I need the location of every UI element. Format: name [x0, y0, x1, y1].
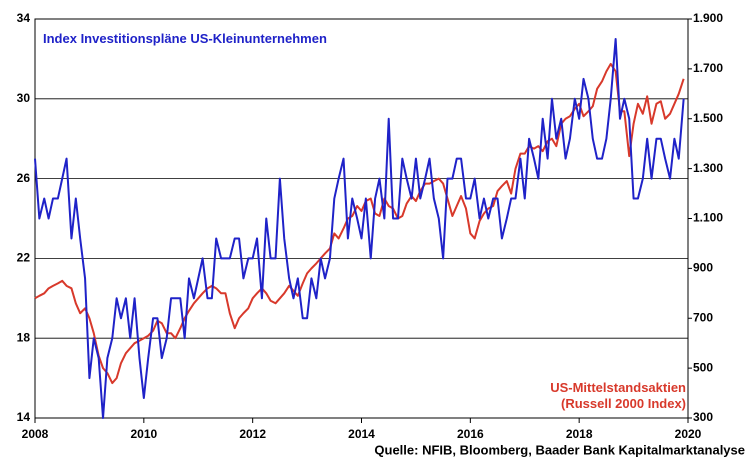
y2-tick-label: 300 — [693, 410, 713, 424]
y2-tick-label: 900 — [693, 261, 713, 275]
data-line — [34, 37, 685, 419]
plot-frame — [34, 18, 689, 419]
x-tick-label: 2016 — [457, 427, 484, 441]
y2-tick-label: 1.300 — [693, 161, 723, 175]
source-note: Quelle: NFIB, Bloomberg, Baader Bank Kap… — [374, 442, 745, 457]
y2-tick-label: 700 — [693, 310, 713, 324]
y-tick-label: 18 — [17, 330, 31, 344]
data-line — [34, 62, 685, 385]
y2-tick-label: 1.900 — [693, 11, 723, 25]
y-tick-label: 30 — [17, 91, 31, 105]
y2-tick-label: 1.700 — [693, 61, 723, 75]
x-tick-label: 2008 — [22, 427, 49, 441]
x-tick-label: 2020 — [675, 427, 702, 441]
y2-tick-label: 500 — [693, 360, 713, 374]
y-tick-label: 34 — [17, 11, 31, 25]
y2-tick-label: 1.100 — [693, 211, 723, 225]
x-tick-label: 2014 — [348, 427, 375, 441]
x-tick-label: 2012 — [239, 427, 266, 441]
y2-tick-label: 1.500 — [693, 111, 723, 125]
y-tick-label: 14 — [17, 410, 31, 424]
x-tick-label: 2010 — [130, 427, 157, 441]
legend-entry: US-Mittelstandsaktien (Russell 2000 Inde… — [550, 380, 686, 411]
y-tick-label: 26 — [17, 171, 31, 185]
x-tick-label: 2018 — [566, 427, 593, 441]
y-tick-label: 22 — [17, 251, 31, 265]
legend-entry: Index Investitionspläne US-Kleinunterneh… — [43, 31, 327, 46]
